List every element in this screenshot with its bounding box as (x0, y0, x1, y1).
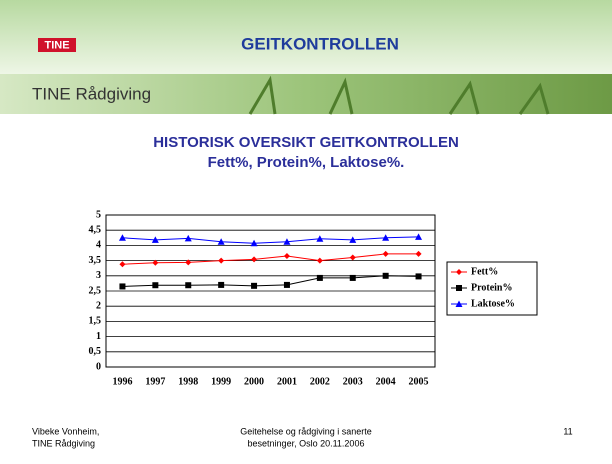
data-point (251, 256, 258, 263)
x-tick-label: 2004 (376, 376, 396, 387)
x-tick-label: 1999 (211, 376, 231, 387)
y-tick-label: 1,5 (89, 316, 102, 327)
data-point (316, 274, 323, 281)
data-point (283, 281, 290, 288)
data-point (152, 282, 159, 289)
footer-event: besetninger, Oslo 20.11.2006 (248, 438, 365, 448)
slide-title: GEITKONTROLLEN (241, 34, 399, 53)
data-point (185, 282, 192, 289)
y-tick-label: 0,5 (89, 346, 102, 357)
grass (248, 75, 550, 115)
x-tick-label: 1997 (145, 376, 165, 387)
legend-label: Fett% (471, 266, 498, 277)
y-tick-label: 2,5 (89, 285, 102, 296)
data-point (250, 239, 258, 247)
footer-author: TINE Rådgiving (32, 438, 95, 448)
data-point (316, 235, 324, 242)
data-point (184, 234, 192, 242)
data-point (415, 250, 422, 257)
data-point (217, 238, 225, 245)
page-number: 11 (563, 426, 572, 436)
data-point (218, 257, 225, 264)
y-tick-label: 4,5 (89, 224, 102, 235)
header-band (0, 0, 612, 74)
legend-label: Protein% (471, 282, 512, 293)
data-point (283, 253, 290, 260)
data-point (152, 259, 159, 266)
legend-marker (455, 300, 463, 307)
series-line (122, 236, 419, 244)
brand: TINE Rådgiving (32, 84, 151, 103)
brand-band (0, 74, 612, 114)
series-line (122, 253, 419, 265)
y-tick-label: 3 (96, 270, 101, 281)
footer-event: Geitehelse og rådgiving i sanerte (240, 426, 372, 436)
x-tick-label: 2002 (310, 376, 330, 387)
y-tick-label: 4 (96, 240, 101, 251)
x-tick-label: 2000 (244, 376, 264, 387)
data-point (349, 236, 357, 243)
y-tick-label: 0 (96, 361, 101, 372)
data-point (118, 234, 126, 241)
y-tick-label: 3,5 (89, 255, 102, 266)
chart-subtitle: Fett%, Protein%, Laktose%. (208, 154, 405, 171)
legend-marker (456, 269, 462, 275)
legend-marker (456, 285, 462, 291)
data-point (415, 233, 423, 240)
y-tick-label: 5 (96, 209, 101, 220)
x-tick-label: 1998 (178, 376, 198, 387)
chart-title: HISTORISK OVERSIKT GEITKONTROLLEN (153, 134, 459, 151)
data-point (415, 273, 422, 280)
data-point (283, 238, 291, 245)
x-tick-label: 2001 (277, 376, 297, 387)
data-point (119, 261, 126, 268)
y-tick-label: 2 (96, 300, 101, 311)
x-tick-label: 2005 (409, 376, 429, 387)
plot-frame (105, 214, 436, 368)
data-point (382, 234, 390, 241)
data-point (349, 254, 356, 261)
y-tick-label: 1 (96, 331, 101, 342)
legend-label: Laktose% (471, 298, 515, 309)
data-point (151, 236, 159, 243)
data-point (382, 272, 389, 279)
x-tick-label: 1996 (112, 376, 132, 387)
series-line (122, 275, 419, 287)
data-point (316, 257, 323, 264)
logo-box (38, 38, 76, 52)
data-point (349, 274, 356, 281)
data-point (251, 282, 258, 289)
data-point (218, 281, 225, 288)
data-point (382, 250, 389, 257)
footer-author: Vibeke Vonheim, (32, 426, 99, 436)
logo: TINE (44, 39, 69, 51)
data-point (119, 283, 126, 290)
x-tick-label: 2003 (343, 376, 363, 387)
data-point (185, 259, 192, 266)
